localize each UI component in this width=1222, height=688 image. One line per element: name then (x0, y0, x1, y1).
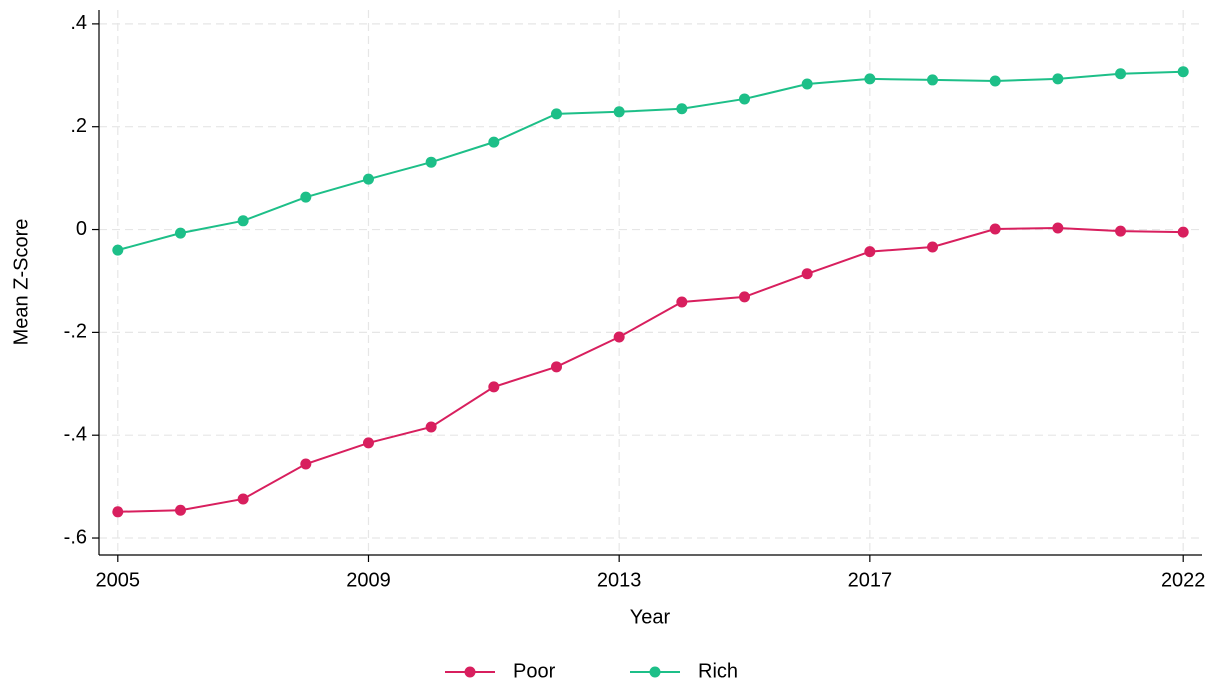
x-tick-label: 2009 (346, 569, 391, 591)
point (112, 244, 124, 256)
legend-label: Rich (698, 660, 738, 682)
series-line (117, 70, 1184, 252)
legend-marker (464, 666, 476, 678)
point (237, 493, 249, 505)
point (174, 504, 186, 516)
point (613, 331, 625, 343)
x-tick-label: 2013 (597, 569, 642, 591)
point (927, 241, 939, 253)
x-tick-label: 2017 (848, 569, 893, 591)
point (676, 296, 688, 308)
point (425, 421, 437, 433)
point (864, 246, 876, 258)
point (739, 93, 751, 105)
point (864, 73, 876, 85)
y-tick-label: -.4 (64, 423, 87, 445)
y-tick-label: -.2 (64, 321, 87, 343)
point (927, 74, 939, 86)
point (112, 506, 124, 518)
legend-label: Poor (513, 660, 556, 682)
point (801, 78, 813, 90)
point (1052, 222, 1064, 234)
point (300, 458, 312, 470)
point (1177, 226, 1189, 238)
point (1177, 66, 1189, 78)
x-tick-label: 2022 (1161, 569, 1206, 591)
point (300, 191, 312, 203)
y-tick-label: -.6 (64, 526, 87, 548)
point (676, 103, 688, 115)
point (488, 136, 500, 148)
point (989, 223, 1001, 235)
point (1115, 68, 1127, 80)
x-axis-title: Year (630, 606, 671, 628)
y-tick-label: .2 (70, 115, 87, 137)
point (613, 106, 625, 118)
point (362, 437, 374, 449)
y-tick-label: .4 (70, 12, 87, 34)
point (425, 156, 437, 168)
legend-marker (649, 666, 661, 678)
point (1052, 73, 1064, 85)
series-line (117, 226, 1184, 513)
point (237, 215, 249, 227)
y-axis-title: Mean Z-Score (10, 219, 32, 346)
y-tick-label: 0 (76, 218, 87, 240)
point (1115, 225, 1127, 237)
point (550, 108, 562, 120)
point (362, 173, 374, 185)
point (739, 291, 751, 303)
x-tick-label: 2005 (96, 569, 141, 591)
point (488, 381, 500, 393)
point (174, 227, 186, 239)
point (550, 361, 562, 373)
point (801, 268, 813, 280)
point (989, 75, 1001, 87)
